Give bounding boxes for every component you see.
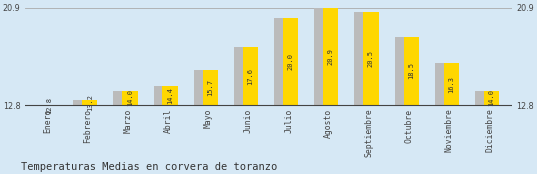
Text: Temperaturas Medias en corvera de toranzo: Temperaturas Medias en corvera de toranz… [21, 162, 278, 172]
Bar [283, 18, 298, 105]
Bar [162, 86, 178, 105]
Text: 14.4: 14.4 [167, 87, 173, 104]
Bar [234, 47, 245, 105]
Bar [364, 13, 379, 105]
Bar [403, 37, 419, 105]
Bar [435, 63, 446, 105]
Bar [82, 100, 97, 105]
Text: 18.5: 18.5 [408, 62, 414, 79]
Text: 20.0: 20.0 [288, 53, 294, 70]
Bar [395, 37, 406, 105]
Bar [243, 47, 258, 105]
Bar [314, 8, 325, 105]
Text: 12.8: 12.8 [47, 97, 53, 114]
Bar [122, 91, 137, 105]
Bar [154, 86, 165, 105]
Bar [194, 70, 205, 105]
Text: 13.2: 13.2 [86, 94, 93, 111]
Text: 16.3: 16.3 [448, 76, 454, 93]
Text: 17.6: 17.6 [248, 68, 253, 85]
Text: 14.0: 14.0 [127, 89, 133, 106]
Bar [202, 70, 218, 105]
Bar [323, 8, 338, 105]
Bar [73, 100, 84, 105]
Text: 14.0: 14.0 [489, 89, 495, 106]
Bar [354, 13, 366, 105]
Bar [484, 91, 499, 105]
Text: 20.9: 20.9 [328, 48, 334, 65]
Text: 15.7: 15.7 [207, 79, 213, 96]
Text: 20.5: 20.5 [368, 50, 374, 67]
Bar [274, 18, 285, 105]
Bar [113, 91, 125, 105]
Bar [444, 63, 459, 105]
Bar [475, 91, 487, 105]
